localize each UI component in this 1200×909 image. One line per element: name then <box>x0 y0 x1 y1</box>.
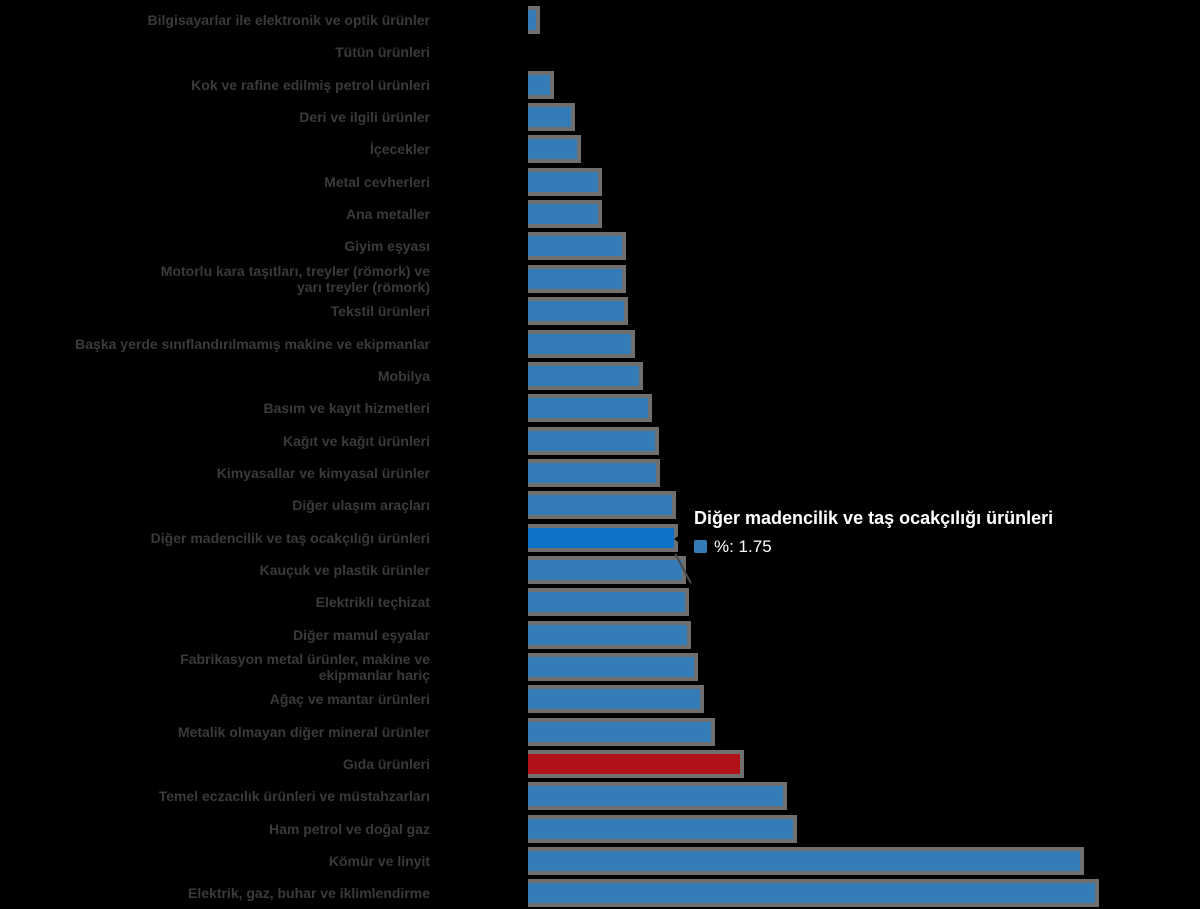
category-axis-label: Diğer ulaşım araçları <box>292 497 430 514</box>
category-axis-label: Diğer mamul eşyalar <box>293 626 430 643</box>
category-axis-label: Motorlu kara taşıtları, treyler (römork)… <box>160 262 430 295</box>
bar[interactable] <box>528 491 676 520</box>
chart-row: Giyim eşyası <box>0 230 1200 262</box>
chart-row: Basım ve kayıt hizmetleri <box>0 392 1200 424</box>
bar[interactable] <box>528 394 652 423</box>
chart-row: Diğer mamul eşyalar <box>0 619 1200 651</box>
category-axis-label: Bilgisayarlar ile elektronik ve optik ür… <box>147 12 430 28</box>
chart-row: Başka yerde sınıflandırılmamış makine ve… <box>0 328 1200 360</box>
category-axis-label: Tütün ürünleri <box>335 44 430 61</box>
series-marker-icon <box>694 540 707 553</box>
category-axis-label: Elektrikli teçhizat <box>315 594 430 611</box>
chart-row: Temel eczacılık ürünleri ve müstahzarlar… <box>0 780 1200 812</box>
chart-row: Metalik olmayan diğer mineral ürünler <box>0 716 1200 748</box>
bar[interactable] <box>528 588 689 617</box>
chart-row: Kimyasallar ve kimyasal ürünler <box>0 457 1200 489</box>
bar[interactable] <box>528 103 575 132</box>
bar[interactable] <box>528 620 691 649</box>
bar[interactable] <box>528 200 602 229</box>
chart-row: Mobilya <box>0 360 1200 392</box>
bar[interactable] <box>528 814 797 843</box>
bar[interactable] <box>528 232 626 261</box>
bar[interactable] <box>528 458 660 487</box>
bar[interactable] <box>528 329 635 358</box>
category-axis-label: İçecekler <box>370 141 430 158</box>
category-axis-label: Basım ve kayıt hizmetleri <box>263 400 430 417</box>
chart-row: Tekstil ürünleri <box>0 295 1200 327</box>
chart-row: Kağıt ve kağıt ürünleri <box>0 425 1200 457</box>
category-axis-label: Ham petrol ve doğal gaz <box>268 820 430 837</box>
bar[interactable] <box>528 782 787 811</box>
chart-row: Ana metaller <box>0 198 1200 230</box>
category-axis-label: Kok ve rafine edilmiş petrol ürünleri <box>191 76 430 93</box>
tooltip-title: Diğer madencilik ve taş ocakçılığı ürünl… <box>694 508 1054 528</box>
category-axis-label: Mobilya <box>377 367 430 384</box>
bar[interactable] <box>528 297 628 326</box>
bar[interactable] <box>528 717 715 746</box>
chart-row: Ham petrol ve doğal gaz <box>0 813 1200 845</box>
category-axis-label: Kauçuk ve plastik ürünler <box>259 561 430 578</box>
category-axis-label: Tekstil ürünleri <box>330 303 430 320</box>
bar[interactable] <box>528 135 581 164</box>
chart-row: Fabrikasyon metal ürünler, makine ve eki… <box>0 651 1200 683</box>
category-axis-label: Gıda ürünleri <box>342 756 430 773</box>
category-axis-label: Kağıt ve kağıt ürünleri <box>282 432 430 449</box>
category-axis-label: Kimyasallar ve kimyasal ürünler <box>216 464 430 481</box>
bar[interactable] <box>528 750 744 779</box>
chart-row: Tütün ürünleri <box>0 36 1200 68</box>
chart-row: Diğer madencilik ve taş ocakçılığı ürünl… <box>0 522 1200 554</box>
category-axis-label: Giyim eşyası <box>344 238 430 255</box>
bar[interactable] <box>528 685 704 714</box>
category-axis-label: Elektrik, gaz, buhar ve iklimlendirme <box>188 885 430 902</box>
tooltip-value-row: %: 1.75 <box>694 538 1053 555</box>
category-axis-label: Fabrikasyon metal ürünler, makine ve eki… <box>180 651 430 683</box>
bar[interactable] <box>528 523 678 552</box>
chart-row: Motorlu kara taşıtları, treyler (römork)… <box>0 263 1200 295</box>
bar[interactable] <box>528 879 1099 908</box>
category-axis-label: Temel eczacılık ürünleri ve müstahzarlar… <box>158 788 430 805</box>
chart-row: Metal cevherleri <box>0 166 1200 198</box>
bar[interactable] <box>528 426 659 455</box>
bar[interactable] <box>528 361 643 390</box>
category-axis-label: Deri ve ilgili ürünler <box>299 109 430 126</box>
category-axis-label: Diğer madencilik ve taş ocakçılığı ürünl… <box>150 529 430 546</box>
chart-row: Elektrikli teçhizat <box>0 586 1200 618</box>
tooltip-pointer-icon <box>674 529 688 549</box>
bar[interactable] <box>528 167 602 196</box>
chart-row: Bilgisayarlar ile elektronik ve optik ür… <box>0 4 1200 36</box>
chart-row: İçecekler <box>0 133 1200 165</box>
bar[interactable] <box>528 847 1084 876</box>
category-axis-label: Başka yerde sınıflandırılmamış makine ve… <box>75 335 430 352</box>
category-axis-label: Ana metaller <box>345 206 430 223</box>
bar[interactable] <box>528 653 698 681</box>
category-axis-label: Ağaç ve mantar ürünleri <box>269 691 430 708</box>
category-axis-label: Kömür ve linyit <box>328 853 430 870</box>
chart-row: Diğer ulaşım araçları <box>0 489 1200 521</box>
chart-row: Kömür ve linyit <box>0 845 1200 877</box>
bar[interactable] <box>528 264 626 293</box>
category-axis-label: Metalik olmayan diğer mineral ürünler <box>177 723 430 740</box>
chart-row: Kok ve rafine edilmiş petrol ürünleri <box>0 69 1200 101</box>
chart-row: Ağaç ve mantar ürünleri <box>0 683 1200 715</box>
chart-row: Deri ve ilgili ürünler <box>0 101 1200 133</box>
bar[interactable] <box>528 555 686 584</box>
tooltip-value: %: 1.75 <box>714 537 772 556</box>
bar[interactable] <box>528 6 540 34</box>
bar[interactable] <box>528 70 554 99</box>
tooltip: Diğer madencilik ve taş ocakçılığı ürünl… <box>686 503 1064 563</box>
chart-row: Elektrik, gaz, buhar ve iklimlendirme <box>0 877 1200 909</box>
chart-row: Kauçuk ve plastik ürünler <box>0 554 1200 586</box>
chart-row: Gıda ürünleri <box>0 748 1200 780</box>
category-axis-label: Metal cevherleri <box>324 173 430 190</box>
